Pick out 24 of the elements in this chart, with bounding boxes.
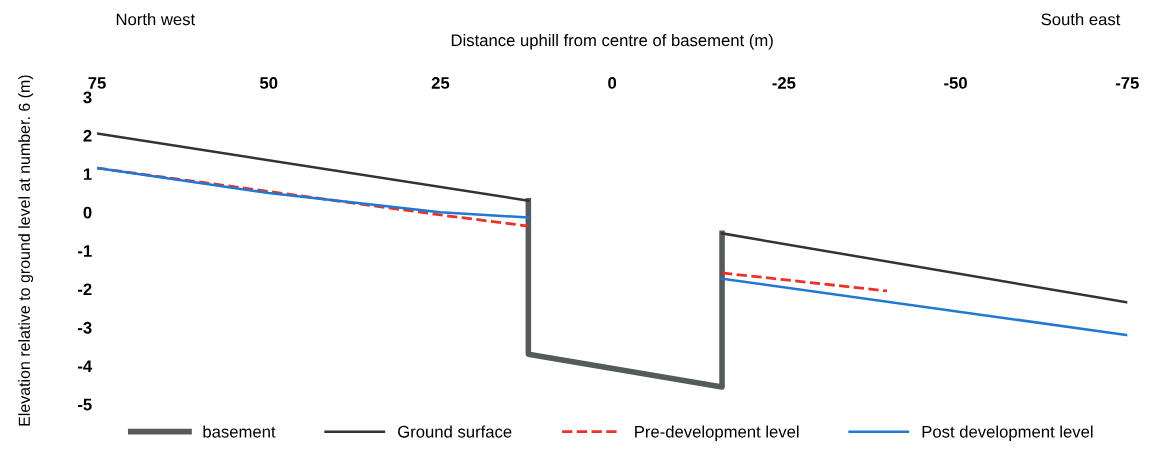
text: North west xyxy=(116,13,196,26)
legend-label: basement xyxy=(203,425,276,438)
y-tick-label: -4 xyxy=(77,360,93,372)
x-tick-label: 25 xyxy=(431,77,450,89)
y-tick-label: -5 xyxy=(77,398,92,411)
x-tick-label: -25 xyxy=(772,77,796,89)
x-tick-label: 0 xyxy=(608,77,617,89)
y-tick-label: 2 xyxy=(83,129,92,142)
x-tick-label: -75 xyxy=(1115,77,1139,89)
x-tick-label: 50 xyxy=(259,77,278,89)
y-tick-label: -2 xyxy=(77,283,92,296)
y-tick-label: -1 xyxy=(77,245,92,257)
y-tick-label: -3 xyxy=(77,321,92,334)
x-axis-title: Distance uphill from centre of basement (m) xyxy=(451,33,773,50)
text: South east xyxy=(1041,13,1121,26)
y-tick-label: 0 xyxy=(83,206,92,219)
y-tick-label: 3 xyxy=(83,91,92,104)
legend-label: Ground surface xyxy=(398,425,512,438)
y-axis-title: Elevation relative to ground level at number. 6 (m) xyxy=(18,75,34,426)
x-tick-label: -50 xyxy=(944,77,967,89)
legend-label: Pre-development level xyxy=(635,425,799,441)
x-tick-label: 75 xyxy=(88,77,106,89)
y-tick-label: 1 xyxy=(83,168,92,180)
legend-label: Post development level xyxy=(922,425,1093,441)
